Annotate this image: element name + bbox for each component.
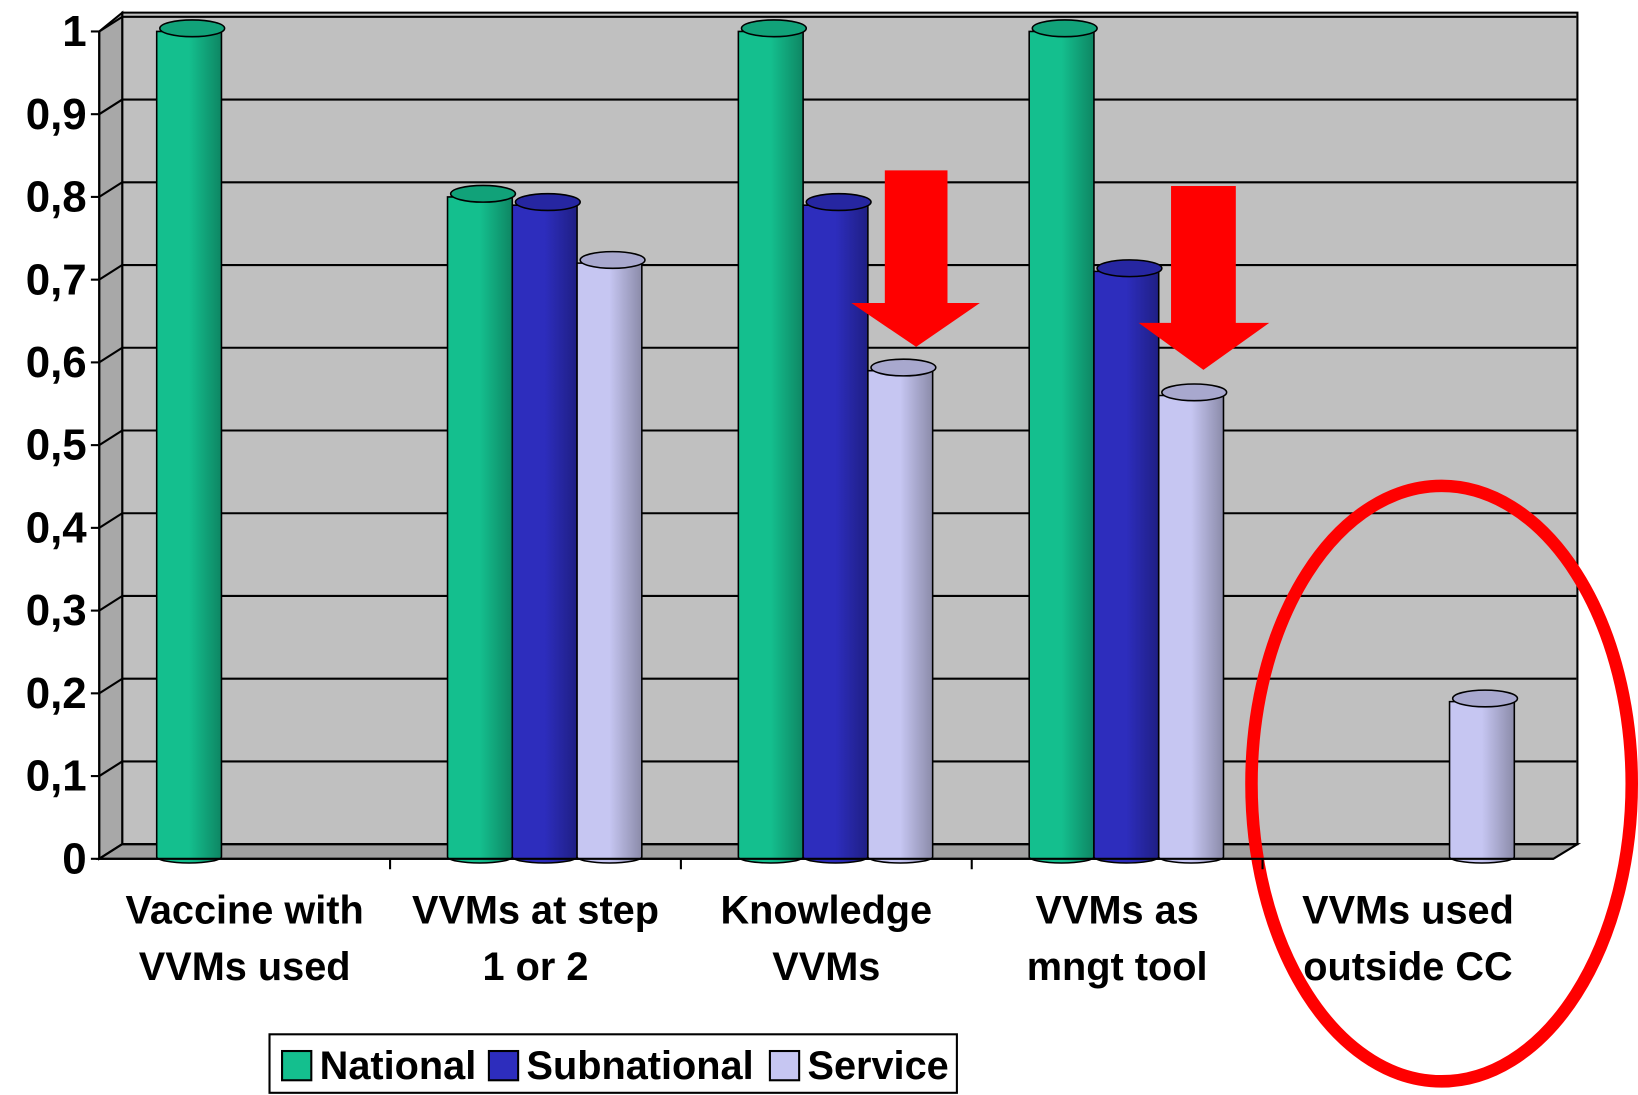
bar-top	[870, 358, 937, 377]
bar	[1157, 383, 1228, 864]
legend-swatch	[281, 1049, 313, 1082]
x-tick-label: VVMs at step 1 or 2	[412, 889, 659, 989]
bar-body	[1028, 30, 1095, 864]
y-tick-label: 0,8	[26, 173, 87, 222]
bar-body	[1157, 394, 1225, 864]
y-tick-label: 0,6	[26, 338, 87, 387]
bar	[802, 192, 872, 864]
legend: National Subnational Service	[281, 1044, 949, 1088]
legend-swatch	[768, 1049, 801, 1082]
grid-line-side	[98, 512, 123, 529]
bar-top	[1031, 19, 1098, 38]
bar-body	[1093, 270, 1160, 864]
label-line: VVMs used	[139, 945, 351, 989]
bar-body	[446, 196, 514, 864]
y-tick-label: 0,7	[26, 255, 87, 304]
legend-label: National	[320, 1044, 477, 1088]
grid-line-side	[98, 98, 123, 116]
grid-line-side	[98, 15, 123, 33]
arrow	[851, 170, 980, 347]
x-tick-label: Vaccine with VVMs used	[126, 889, 364, 989]
y-tick-label: 0,5	[26, 421, 87, 470]
bar-top	[1096, 259, 1163, 278]
label-line: Vaccine with	[126, 889, 364, 933]
bar	[1093, 259, 1163, 864]
bar-body	[576, 262, 643, 864]
label-line: 1 or 2	[483, 945, 589, 989]
bar-top	[579, 250, 646, 270]
grid-line-side	[98, 346, 123, 364]
bar-body	[737, 30, 804, 864]
x-tick-label: VVMs as mngt tool	[1027, 889, 1208, 989]
y-tick-label: 1	[62, 7, 86, 56]
highlight-circle	[1245, 479, 1638, 1088]
grid-line-side	[98, 429, 123, 447]
legend-swatch	[487, 1049, 520, 1082]
grid-line-side	[98, 264, 123, 281]
grid-line-side	[98, 843, 123, 860]
grid-line-side	[98, 677, 123, 695]
bar-body	[511, 204, 578, 864]
label-line: VVMs at step	[412, 889, 659, 933]
bar-top	[805, 192, 872, 212]
bar-top	[740, 19, 808, 38]
bar	[737, 19, 808, 864]
x-tick-label: VVMs used outside CC	[1302, 889, 1514, 989]
grid-line-side	[98, 181, 123, 198]
arrow	[1138, 186, 1270, 370]
y-tick-label: 0,2	[26, 669, 87, 718]
bar	[1448, 689, 1519, 864]
bar	[576, 250, 646, 864]
bar	[511, 192, 581, 864]
annotations	[851, 170, 1638, 1088]
bar	[1028, 19, 1098, 864]
grid-line-side	[98, 760, 123, 777]
bar-body	[1448, 700, 1516, 864]
y-tick-label: 0,3	[26, 586, 87, 635]
labels: 0 0,1 0,2 0,3 0,4 0,5 0,6 0,7 0,8 0,9 1 Vaccine wit…	[26, 7, 1554, 989]
bar	[446, 184, 517, 864]
bar-body	[867, 369, 934, 864]
legend-label: Service	[808, 1044, 949, 1088]
label-line: Knowledge	[720, 889, 932, 933]
y-tick-label: 0,4	[26, 503, 88, 552]
label-line: VVMs as	[1036, 889, 1199, 933]
bar-top	[159, 19, 226, 38]
bar-body	[155, 30, 223, 864]
legend-label: Subnational	[527, 1044, 754, 1088]
y-tick-label: 0,1	[26, 752, 87, 801]
label-line: outside CC	[1303, 945, 1512, 989]
label-line: mngt tool	[1027, 945, 1208, 989]
label-line: VVMs used	[1302, 889, 1514, 933]
label-line: VVMs	[772, 945, 880, 989]
y-tick-label: 0,9	[26, 90, 87, 139]
x-tick-label: Knowledge VVMs	[720, 889, 932, 989]
bar-top	[1451, 689, 1519, 708]
bar	[155, 19, 226, 864]
grid-line-side	[98, 595, 123, 612]
bar	[867, 358, 937, 864]
bar-top	[514, 192, 581, 212]
bar-top	[1161, 383, 1228, 402]
bar-top	[449, 184, 517, 203]
legend-box	[268, 1033, 958, 1094]
side-wall	[98, 10, 124, 861]
y-tick-label: 0	[62, 834, 86, 883]
